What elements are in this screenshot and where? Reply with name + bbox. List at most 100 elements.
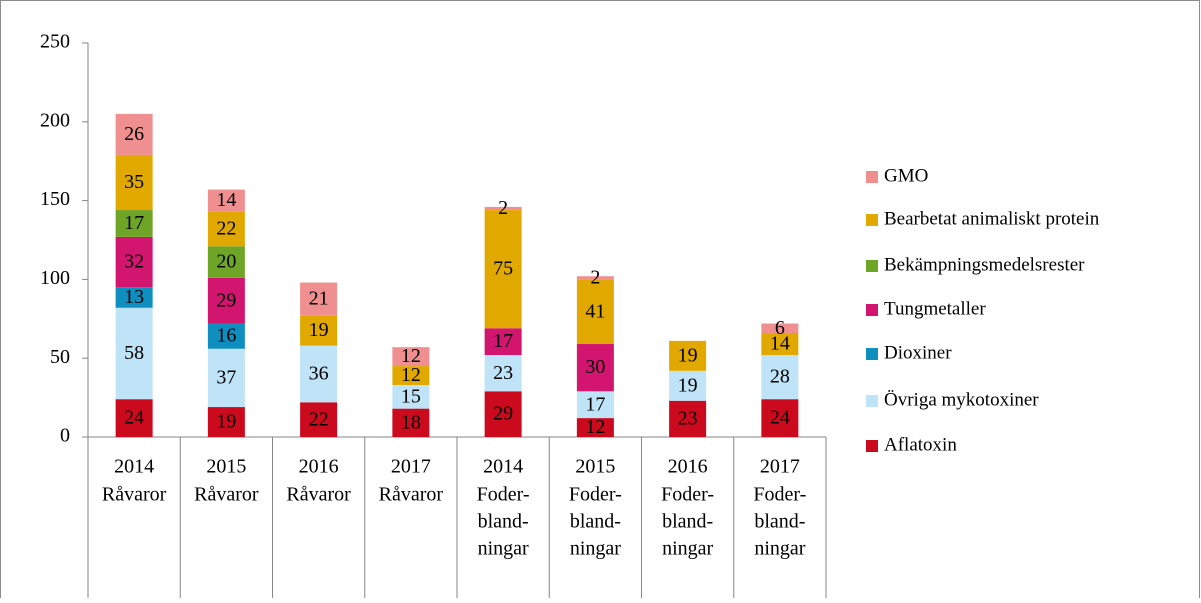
data-label: 21 bbox=[309, 288, 329, 310]
bar-segment bbox=[115, 399, 153, 437]
bar-segment bbox=[207, 323, 245, 349]
bar-segment bbox=[207, 211, 245, 247]
bar-segment bbox=[576, 344, 614, 392]
bar-segment bbox=[115, 154, 153, 211]
x-group-label: Råvaror bbox=[194, 484, 259, 506]
data-label: 12 bbox=[401, 364, 421, 386]
bar-segment bbox=[484, 355, 522, 392]
bar-segment bbox=[207, 277, 245, 324]
data-label: 75 bbox=[493, 258, 513, 280]
legend-swatch bbox=[866, 171, 878, 183]
y-tick-label: 50 bbox=[50, 346, 70, 368]
data-label: 19 bbox=[216, 411, 236, 433]
x-tick-label: 2016 bbox=[299, 456, 339, 478]
bar-segment bbox=[576, 279, 614, 345]
data-label: 24 bbox=[124, 407, 144, 429]
bar-segment bbox=[207, 246, 245, 278]
legend-swatch bbox=[866, 395, 878, 407]
legend-label: GMO bbox=[884, 165, 928, 186]
bar-segment bbox=[207, 348, 245, 408]
data-label: 23 bbox=[493, 362, 513, 384]
legend-label: Tungmetaller bbox=[884, 298, 986, 319]
bar-segment bbox=[484, 206, 522, 211]
y-tick-label: 250 bbox=[40, 31, 70, 53]
data-label: 6 bbox=[775, 317, 785, 339]
y-tick-label: 200 bbox=[40, 109, 70, 131]
data-label: 14 bbox=[770, 333, 790, 355]
data-label: 58 bbox=[124, 342, 144, 364]
bar-segment bbox=[300, 282, 338, 316]
bar-segment bbox=[392, 408, 430, 437]
data-label: 17 bbox=[585, 393, 605, 415]
legend-swatch bbox=[866, 304, 878, 316]
x-group-label: ningar bbox=[662, 538, 713, 560]
legend-label: Bekämpningsmedelsrester bbox=[884, 254, 1085, 275]
data-label: 35 bbox=[124, 171, 144, 193]
x-group-label: Foder- bbox=[753, 484, 806, 506]
bar-segment bbox=[300, 402, 338, 437]
data-label: 26 bbox=[124, 123, 144, 145]
data-label: 22 bbox=[309, 408, 329, 430]
data-label: 24 bbox=[770, 407, 790, 429]
bar-segment bbox=[761, 332, 799, 356]
data-label: 37 bbox=[216, 366, 236, 388]
bar-segment bbox=[761, 355, 799, 400]
x-group-label: bland- bbox=[754, 511, 805, 533]
data-label: 36 bbox=[309, 363, 329, 385]
bar-segment bbox=[300, 345, 338, 403]
data-label: 32 bbox=[124, 251, 144, 273]
bar-segment bbox=[576, 418, 614, 437]
legend-swatch bbox=[866, 440, 878, 452]
legend-label: Övriga mykotoxiner bbox=[884, 389, 1039, 410]
bar-segment bbox=[484, 328, 522, 356]
x-group-label: ningar bbox=[754, 538, 805, 560]
x-tick-label: 2014 bbox=[114, 456, 154, 478]
data-label: 2 bbox=[498, 197, 508, 219]
bar-segment bbox=[300, 315, 338, 346]
legend-swatch bbox=[866, 214, 878, 226]
x-group-label: bland- bbox=[478, 511, 529, 533]
bar-segment bbox=[484, 210, 522, 329]
x-group-label: ningar bbox=[570, 538, 621, 560]
data-label: 20 bbox=[216, 251, 236, 273]
data-label: 16 bbox=[216, 325, 236, 347]
data-label: 13 bbox=[124, 286, 144, 308]
legend-swatch bbox=[866, 348, 878, 360]
legend-swatch bbox=[866, 260, 878, 272]
bar-segment bbox=[115, 307, 153, 400]
bar-segment bbox=[392, 366, 430, 385]
x-tick-label: 2014 bbox=[483, 456, 523, 478]
legend-label: Aflatoxin bbox=[884, 434, 957, 455]
data-label: 29 bbox=[493, 403, 513, 425]
data-label: 19 bbox=[678, 374, 698, 396]
x-group-label: ningar bbox=[478, 538, 529, 560]
x-tick-label: 2015 bbox=[206, 456, 246, 478]
data-label: 23 bbox=[678, 407, 698, 429]
bar-segment bbox=[392, 384, 430, 409]
bar-segment bbox=[669, 340, 707, 371]
x-tick-label: 2017 bbox=[760, 456, 800, 478]
data-label: 28 bbox=[770, 366, 790, 388]
x-tick-label: 2015 bbox=[575, 456, 615, 478]
legend-label: Dioxiner bbox=[884, 342, 952, 363]
data-label: 18 bbox=[401, 411, 421, 433]
data-label: 15 bbox=[401, 385, 421, 407]
y-tick-label: 100 bbox=[40, 267, 70, 289]
x-group-label: Foder- bbox=[661, 484, 714, 506]
bar-segment bbox=[115, 210, 153, 237]
x-group-label: bland- bbox=[570, 511, 621, 533]
bar-segment bbox=[761, 399, 799, 437]
data-label: 41 bbox=[585, 300, 605, 322]
data-label: 2 bbox=[590, 266, 600, 288]
data-label: 19 bbox=[678, 344, 698, 366]
bar-segment bbox=[484, 391, 522, 437]
data-label: 17 bbox=[493, 330, 513, 352]
data-label: 17 bbox=[124, 212, 144, 234]
bar-segment bbox=[115, 287, 153, 308]
bar-segment bbox=[115, 113, 153, 155]
x-group-label: Råvaror bbox=[379, 484, 444, 506]
bar-segment bbox=[207, 189, 245, 212]
x-group-label: Råvaror bbox=[286, 484, 351, 506]
data-label: 12 bbox=[585, 416, 605, 438]
